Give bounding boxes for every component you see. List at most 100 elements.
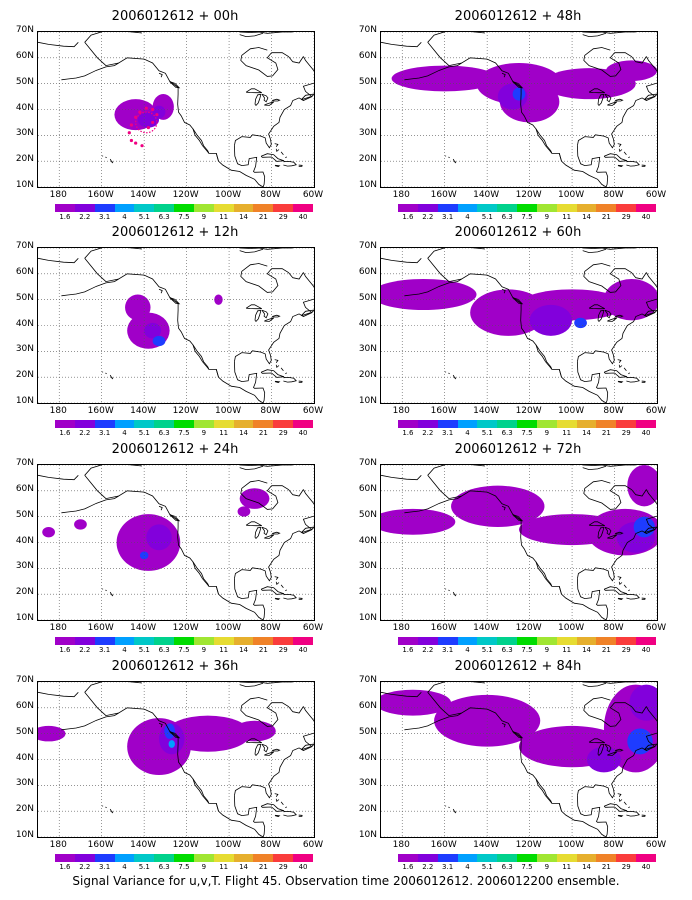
coastline	[298, 164, 303, 167]
colorbar-swatch	[437, 637, 458, 645]
colorbar-label: 2.2	[79, 429, 91, 437]
latitude-label: 50N	[15, 292, 34, 303]
colorbar-label: 5.1	[481, 863, 493, 871]
longitude-label: 80W	[260, 840, 281, 850]
longitude-label: 100W	[215, 623, 242, 633]
variance-contour	[606, 60, 657, 82]
coastline	[192, 561, 210, 587]
colorbar-swatch	[398, 204, 418, 212]
coastline	[245, 738, 262, 744]
longitude-label: 60W	[302, 406, 324, 416]
longitude-label: 80W	[260, 623, 281, 633]
coastline	[381, 41, 422, 48]
colorbar-label: 5.1	[138, 646, 150, 654]
colorbar-label: 3.1	[99, 863, 111, 871]
coastline	[623, 151, 627, 155]
colorbar-label: 1.6	[59, 646, 71, 654]
coastline	[102, 588, 104, 590]
coastline	[261, 526, 269, 536]
colorbar-swatch	[517, 637, 537, 645]
observation-point	[127, 131, 131, 135]
latitude-label: 30N	[15, 128, 34, 139]
colorbar-swatch	[556, 854, 577, 862]
latitude-label: 40N	[15, 752, 34, 763]
colorbar-swatch	[213, 204, 234, 212]
variance-contour	[381, 689, 452, 716]
colorbar-swatch	[55, 854, 75, 862]
longitude-label: 80W	[603, 623, 624, 633]
longitude-label: 60W	[302, 623, 324, 633]
colorbar-label: 4	[465, 863, 470, 871]
longitude-label: 120W	[515, 406, 542, 416]
colorbar-swatch	[616, 854, 637, 862]
longitude-label: 60W	[645, 840, 667, 850]
latitude-label: 60N	[358, 50, 377, 61]
coastline	[577, 145, 609, 187]
coastline	[192, 778, 210, 804]
coastline	[628, 806, 631, 809]
coastline	[626, 160, 640, 167]
colorbar-label: 1.6	[402, 213, 414, 221]
coastline	[438, 495, 462, 505]
coastline	[260, 369, 285, 378]
coastline	[102, 155, 104, 157]
coastline	[285, 156, 288, 159]
coastline	[158, 288, 163, 294]
coastline	[285, 589, 288, 592]
colorbar-label: 1.6	[59, 863, 71, 871]
coastline	[274, 359, 279, 363]
coastline	[239, 465, 261, 466]
colorbar-label: 5.1	[138, 429, 150, 437]
coastline	[105, 589, 107, 592]
latitude-label: 30N	[358, 128, 377, 139]
colorbar-label: 7.5	[178, 863, 190, 871]
colorbar-swatch	[457, 637, 478, 645]
coastline	[102, 805, 104, 807]
colorbar-label: 7.5	[178, 213, 190, 221]
colorbar-label: 6.3	[158, 646, 170, 654]
coastline	[192, 128, 210, 154]
latitude-label: 70N	[15, 675, 34, 685]
coastline	[169, 297, 181, 305]
colorbar-label: 29	[621, 429, 631, 437]
colorbar-swatch	[253, 204, 274, 212]
coastline	[215, 586, 219, 595]
coastline	[260, 803, 285, 812]
panel-title: 2006012612 + 12h	[111, 225, 239, 240]
coastline	[404, 503, 439, 514]
coastline	[260, 586, 285, 595]
variance-contour	[146, 524, 172, 551]
colorbar-label: 9	[544, 863, 550, 871]
coastline	[169, 81, 181, 89]
colorbar-label: 40	[641, 429, 651, 437]
coastline	[283, 593, 297, 600]
coastline	[280, 801, 284, 805]
coastline	[280, 367, 284, 371]
longitude-label: 60W	[645, 406, 667, 416]
variance-contour	[381, 508, 456, 535]
colorbar-swatch	[293, 637, 313, 645]
coastline	[234, 489, 314, 582]
coastline	[381, 257, 422, 264]
latitude-label: 20N	[15, 804, 34, 815]
coastline	[558, 153, 562, 162]
longitude-label: 100W	[215, 840, 242, 850]
longitude-label: 120W	[515, 840, 542, 850]
map-plot-area	[37, 681, 315, 838]
colorbar-swatch	[636, 204, 656, 212]
colorbar-label: 7.5	[178, 646, 190, 654]
coastline	[583, 480, 622, 510]
coastline	[84, 32, 143, 43]
colorbar-swatch	[193, 854, 214, 862]
latitude-label: 50N	[15, 509, 34, 520]
coastline	[215, 803, 219, 812]
colorbar-swatch	[636, 637, 656, 645]
colorbar-label: 4	[122, 213, 127, 221]
colorbar-swatch	[273, 637, 294, 645]
coastline	[597, 310, 605, 322]
coastline	[234, 795, 266, 837]
colorbar-label: 2.2	[79, 646, 91, 654]
coastline	[603, 586, 628, 595]
colorbar-swatch	[437, 854, 458, 862]
coastline	[84, 692, 264, 837]
